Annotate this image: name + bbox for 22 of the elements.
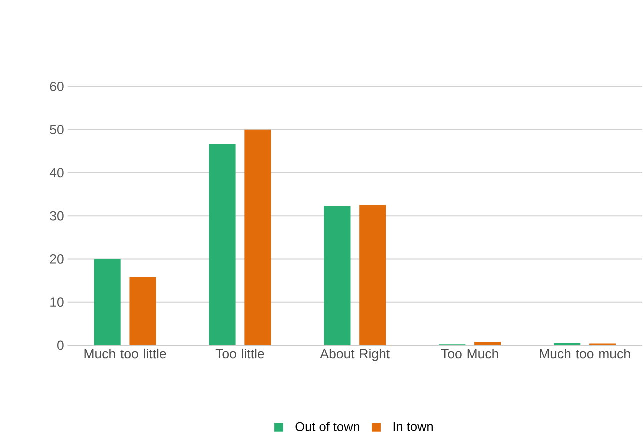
x-tick-label: Much too much bbox=[540, 349, 630, 359]
bar bbox=[324, 206, 351, 346]
bar bbox=[554, 343, 581, 346]
x-tick-label: Much too little bbox=[84, 349, 166, 359]
y-tick-label: 50 bbox=[50, 125, 64, 135]
legend-label: In town bbox=[394, 422, 433, 432]
y-tick-label: 10 bbox=[50, 298, 64, 308]
y-tick-label: 30 bbox=[50, 212, 64, 221]
bar bbox=[244, 130, 272, 346]
bar bbox=[360, 205, 386, 346]
bar bbox=[474, 342, 502, 346]
x-tick-label: About Right bbox=[320, 349, 390, 362]
x-tick-label: Too Much bbox=[441, 349, 498, 359]
bar bbox=[209, 144, 236, 346]
x-tick-label: Too little bbox=[216, 349, 264, 359]
y-tick-label: 40 bbox=[50, 168, 64, 178]
bar bbox=[94, 259, 121, 346]
y-tick-label: 0 bbox=[58, 340, 64, 350]
y-tick-label: 20 bbox=[50, 254, 64, 264]
bar bbox=[130, 277, 156, 346]
y-tick-label: 60 bbox=[50, 82, 64, 92]
legend-label: Out of town bbox=[296, 422, 360, 432]
